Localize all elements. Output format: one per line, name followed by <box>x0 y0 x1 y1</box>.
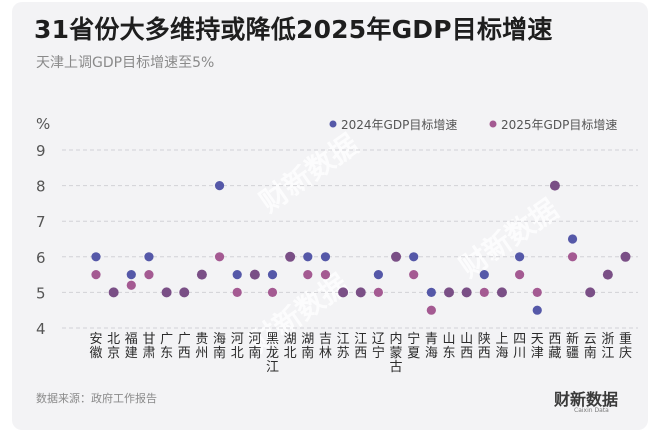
scatter-chart: % 4 5 6 7 8 9 2024年GDP目标增速 2025年GDP目标增速安徽北京福建甘肃广… <box>36 115 638 375</box>
data-point-2024 <box>479 270 489 280</box>
y-tick-label: 8 <box>36 178 46 196</box>
data-point-overlap <box>549 180 560 191</box>
x-tick-label: 福建 <box>125 332 138 361</box>
x-tick-label: 天津 <box>531 332 544 361</box>
data-point-2025 <box>409 270 419 280</box>
x-tick-label: 内蒙古 <box>390 331 403 375</box>
data-point-overlap <box>620 251 631 262</box>
data-point-overlap <box>585 287 596 298</box>
x-tick-label: 山东 <box>442 332 455 361</box>
data-point-overlap <box>338 287 349 298</box>
data-point-2025 <box>91 270 101 280</box>
x-tick-label: 河北 <box>231 332 244 361</box>
data-point-2024 <box>214 181 225 191</box>
chart-card: 31省份大多维持或降低2025年GDP目标增速 天津上调GDP目标增速至5% 财… <box>12 2 648 430</box>
data-point-2025 <box>373 287 383 297</box>
x-tick-label: 安徽 <box>89 332 102 361</box>
data-point-2024 <box>144 252 154 262</box>
x-tick-label: 吉林 <box>319 332 332 361</box>
data-point-2024 <box>303 252 313 262</box>
x-tick-label: 江西 <box>354 332 367 361</box>
data-point-2025 <box>567 252 578 262</box>
data-point-2025 <box>479 287 489 297</box>
x-tick-label: 四川 <box>513 332 526 361</box>
x-tick-label: 江苏 <box>337 332 350 361</box>
y-tick-label: 9 <box>36 142 46 160</box>
x-tick-label: 山西 <box>460 332 473 361</box>
data-point-2024 <box>91 252 101 262</box>
data-point-2025 <box>515 270 525 280</box>
x-tick-label: 宁夏 <box>407 331 420 361</box>
data-point-overlap <box>108 287 119 298</box>
data-point-overlap <box>161 287 172 298</box>
data-point-overlap <box>285 251 296 262</box>
data-source: 数据来源：政府工作报告 <box>36 392 157 405</box>
data-point-overlap <box>496 287 507 298</box>
chart-title: 31省份大多维持或降低2025年GDP目标增速 <box>34 15 553 44</box>
y-tick-label: 4 <box>36 320 46 338</box>
x-tick-label: 青海 <box>425 332 438 361</box>
data-point-2024 <box>409 252 419 262</box>
x-tick-label: 西藏 <box>548 332 561 361</box>
data-point-2025 <box>144 270 154 280</box>
x-tick-label: 贵州 <box>195 332 208 361</box>
data-point-2024 <box>515 252 525 262</box>
x-tick-label: 黑龙江 <box>266 332 279 375</box>
data-point-2024 <box>567 234 578 244</box>
x-tick-label: 云南 <box>584 332 597 361</box>
data-point-2025 <box>532 287 542 297</box>
data-point-overlap <box>461 287 472 298</box>
data-point-overlap <box>444 287 454 298</box>
data-point-2024 <box>126 270 136 280</box>
x-tick-label: 湖南 <box>301 332 314 361</box>
x-tick-label: 陕西 <box>478 332 491 361</box>
data-point-overlap <box>196 269 207 280</box>
legend-marker-2024 <box>329 120 337 128</box>
x-tick-label: 广东 <box>160 332 173 361</box>
data-point-2025 <box>214 252 225 262</box>
data-point-2024 <box>267 270 278 280</box>
legend-label-2025: 2025年GDP目标增速 <box>501 118 617 132</box>
data-point-2024 <box>426 287 436 297</box>
y-axis-unit-label: % <box>36 115 50 133</box>
data-point-2025 <box>426 305 436 315</box>
data-point-overlap <box>179 287 190 298</box>
x-tick-label: 海南 <box>213 332 226 361</box>
chart-subtitle: 天津上调GDP目标增速至5% <box>36 55 215 71</box>
data-point-overlap <box>391 251 402 262</box>
data-point-2025 <box>320 270 331 280</box>
x-tick-label: 浙江 <box>601 332 614 361</box>
data-point-2025 <box>267 287 278 297</box>
y-tick-label: 5 <box>36 284 46 302</box>
x-tick-label: 北京 <box>107 332 120 361</box>
data-point-overlap <box>602 269 613 280</box>
y-tick-label: 7 <box>36 213 46 231</box>
x-tick-label: 广西 <box>178 332 191 361</box>
x-tick-label: 重庆 <box>619 331 632 361</box>
brand-logo: 财新数据 <box>554 390 619 409</box>
x-tick-label: 河南 <box>248 332 261 361</box>
data-point-overlap <box>355 287 366 298</box>
legend-marker-2025 <box>489 120 497 128</box>
data-point-2024 <box>232 270 242 280</box>
x-tick-label: 甘肃 <box>142 332 155 361</box>
data-point-2025 <box>232 287 242 297</box>
data-point-2024 <box>373 270 383 280</box>
x-tick-label: 新疆 <box>566 331 579 361</box>
data-point-2024 <box>532 305 542 315</box>
x-tick-label: 湖北 <box>284 332 297 361</box>
x-tick-label: 辽宁 <box>372 332 385 361</box>
y-tick-label: 6 <box>36 249 46 267</box>
x-tick-label: 上海 <box>495 332 508 361</box>
legend-label-2024: 2024年GDP目标增速 <box>341 118 457 132</box>
data-point-2025 <box>126 280 136 290</box>
data-point-2024 <box>320 252 331 262</box>
data-point-overlap <box>249 269 260 280</box>
brand-subtitle: Caixin Data <box>574 407 609 414</box>
data-point-2025 <box>303 270 313 280</box>
